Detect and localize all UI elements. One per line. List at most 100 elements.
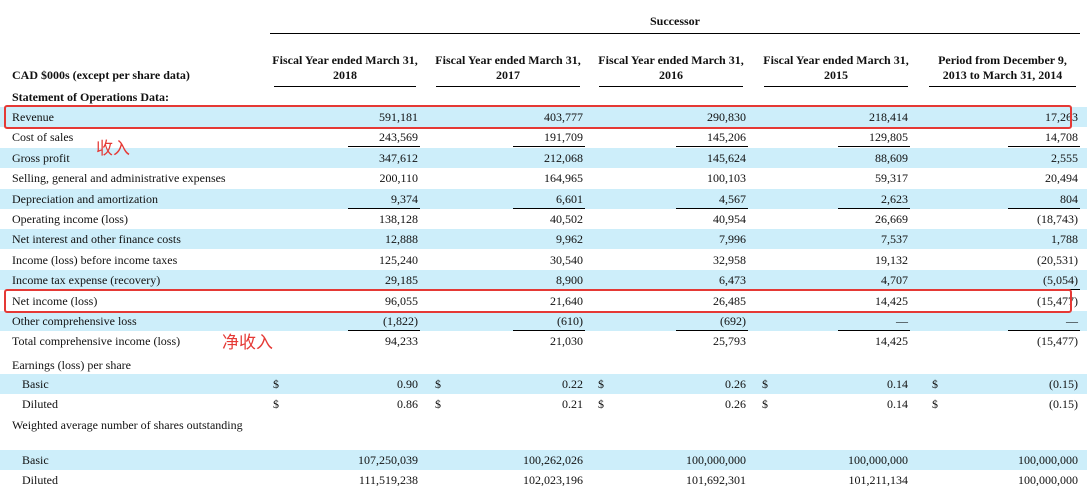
value-cell: 26,669 [875, 212, 908, 226]
shares-label: Weighted average number of shares outsta… [12, 418, 243, 432]
value-cell: 0.21 [562, 397, 583, 411]
table-row: Total comprehensive income (loss) 94,233 2… [0, 331, 1087, 351]
successor-rule [270, 33, 1080, 34]
value-cell: 0.90 [397, 377, 418, 391]
column-header-text: Fiscal Year ended March 31, 2018 [272, 53, 418, 82]
value-cell: 100,000,000 [848, 453, 908, 467]
currency-symbol: $ [762, 397, 768, 411]
column-header-text: Fiscal Year ended March 31, 2015 [763, 53, 909, 82]
value-cell: 100,262,026 [523, 453, 583, 467]
value-cell: 212,068 [544, 151, 583, 165]
row-label: Other comprehensive loss [12, 314, 137, 328]
value-cell: 100,000,000 [1018, 453, 1078, 467]
value-cell: 101,211,134 [848, 473, 908, 487]
value-cell: — [1066, 314, 1078, 328]
table-row: Selling, general and administrative expe… [0, 168, 1087, 188]
successor-header: Successor [650, 14, 700, 28]
currency-symbol: $ [762, 377, 768, 391]
value-cell: (5,054) [1043, 273, 1078, 287]
row-label: Net interest and other finance costs [12, 232, 181, 246]
value-cell: 19,132 [875, 253, 908, 267]
value-cell: 14,425 [875, 334, 908, 348]
table-row: Operating income (loss) 138,128 40,502 40,9… [0, 209, 1087, 229]
table-row: Net interest and other finance costs 12,8… [0, 229, 1087, 249]
row-label: Total comprehensive income (loss) [12, 334, 181, 348]
value-cell: 107,250,039 [358, 453, 418, 467]
row-label: Revenue [12, 110, 54, 124]
value-cell: 14,708 [1045, 130, 1078, 144]
subtotal-rule [1008, 330, 1080, 331]
value-cell: 20,494 [1045, 171, 1078, 185]
currency-symbol: $ [435, 397, 441, 411]
value-cell: 0.14 [887, 377, 908, 391]
subtotal-rule [513, 146, 585, 147]
value-cell: 138,128 [379, 212, 418, 226]
value-cell: 4,707 [881, 273, 908, 287]
row-label: Basic [22, 377, 49, 391]
value-cell: 290,830 [707, 110, 746, 124]
value-cell: 14,425 [875, 294, 908, 308]
value-cell: 30,540 [550, 253, 583, 267]
value-cell: (15,477) [1037, 334, 1078, 348]
row-label: Depreciation and amortization [12, 192, 158, 206]
value-cell: 102,023,196 [523, 473, 583, 487]
column-header-2014: Period from December 9, 2013 to March 31… [925, 53, 1080, 87]
currency-symbol: $ [932, 397, 938, 411]
currency-symbol: $ [932, 377, 938, 391]
value-cell: 100,000,000 [1018, 473, 1078, 487]
subtotal-rule [838, 146, 910, 147]
value-cell: 7,996 [719, 232, 746, 246]
section-title: Statement of Operations Data: [12, 90, 169, 104]
value-cell: 0.14 [887, 397, 908, 411]
value-cell: 125,240 [379, 253, 418, 267]
value-cell: 29,185 [385, 273, 418, 287]
value-cell: 40,502 [550, 212, 583, 226]
shares-header-row: Weighted average number of shares outsta… [0, 416, 1087, 450]
row-label: Operating income (loss) [12, 212, 128, 226]
value-cell: 0.26 [725, 377, 746, 391]
eps-header-row: Earnings (loss) per share [0, 355, 1087, 375]
currency-symbol: $ [273, 377, 279, 391]
eps-diluted-row: Diluted $0.86 $0.21 $0.26 $0.14 $ (0.15) [0, 394, 1087, 414]
column-header-2017: Fiscal Year ended March 31, 2017 [432, 53, 584, 87]
value-cell: 0.22 [562, 377, 583, 391]
value-cell: 59,317 [875, 171, 908, 185]
row-label: Diluted [22, 397, 58, 411]
value-cell: 243,569 [379, 130, 418, 144]
value-cell: 94,233 [385, 334, 418, 348]
currency-symbol: $ [273, 397, 279, 411]
value-cell: 26,485 [713, 294, 746, 308]
value-cell: 6,601 [556, 192, 583, 206]
value-cell: 347,612 [379, 151, 418, 165]
column-header-2018: Fiscal Year ended March 31, 2018 [270, 53, 420, 87]
row-label: Income tax expense (recovery) [12, 273, 161, 287]
subtotal-rule [348, 208, 420, 209]
value-cell: 8,900 [556, 273, 583, 287]
value-cell: 129,805 [869, 130, 908, 144]
row-label: Income (loss) before income taxes [12, 253, 178, 267]
value-cell: (610) [557, 314, 583, 328]
value-cell: 32,958 [713, 253, 746, 267]
table-row: Other comprehensive loss (1,822) (610) (692… [0, 311, 1087, 331]
value-cell: 88,609 [875, 151, 908, 165]
value-cell: 12,888 [385, 232, 418, 246]
value-cell: 96,055 [385, 294, 418, 308]
currency-symbol: $ [598, 377, 604, 391]
subtotal-rule [676, 146, 748, 147]
table-row: Cost of sales 243,569 191,709 145,206 129,80… [0, 127, 1087, 147]
subtotal-rule [838, 330, 910, 331]
table-row: Income tax expense (recovery) 29,185 8,900… [0, 270, 1087, 290]
revenue-annotation: 收入 [96, 139, 130, 159]
value-cell: (15,477) [1037, 294, 1078, 308]
value-cell: 218,414 [869, 110, 908, 124]
value-cell: 0.86 [397, 397, 418, 411]
value-cell: (20,531) [1037, 253, 1078, 267]
units-label: CAD $000s (except per share data) [12, 68, 190, 82]
value-cell: 111,519,238 [358, 473, 418, 487]
value-cell: 200,110 [379, 171, 418, 185]
row-label: Cost of sales [12, 130, 74, 144]
value-cell: 1,788 [1051, 232, 1078, 246]
subtotal-rule [838, 208, 910, 209]
value-cell: 4,567 [719, 192, 746, 206]
value-cell: 40,954 [713, 212, 746, 226]
